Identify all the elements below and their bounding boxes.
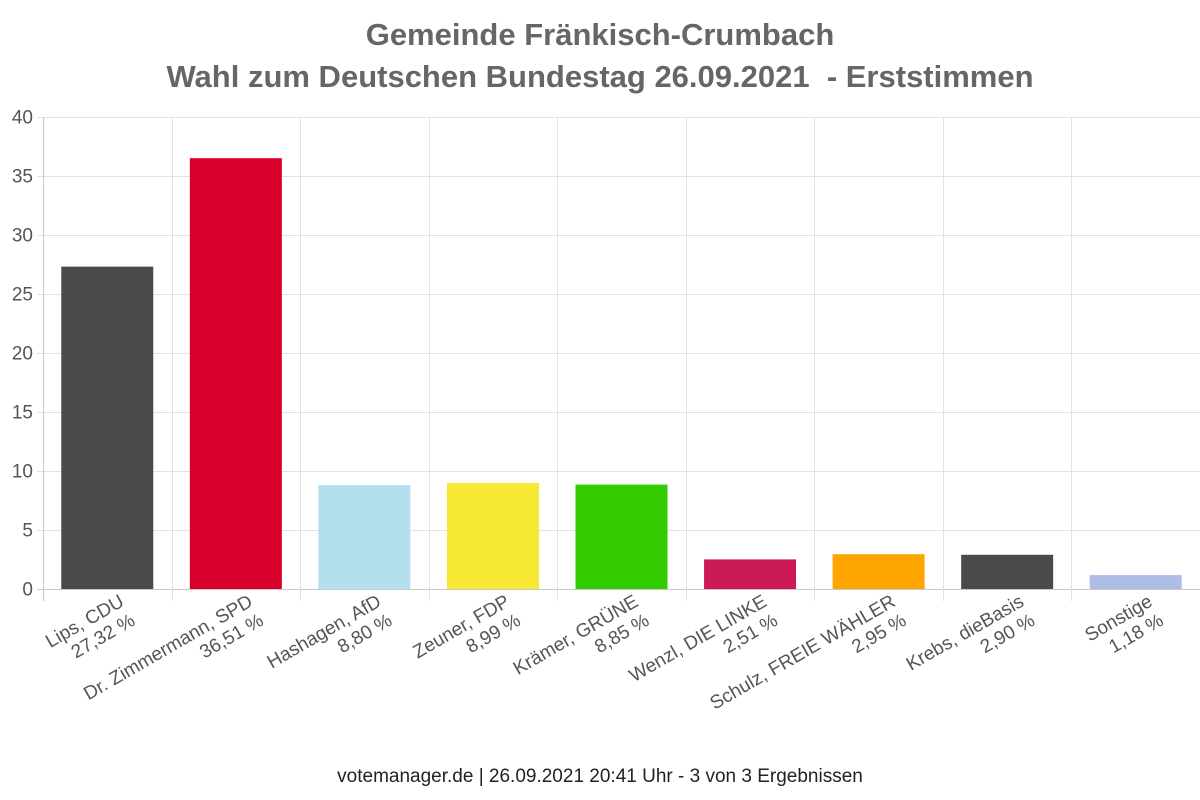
y-tick-label: 15 xyxy=(12,403,33,424)
chart-title-line-1: Gemeinde Fränkisch-Crumbach xyxy=(365,17,835,52)
bar xyxy=(575,484,668,589)
x-tick-label: Lips, CDU27,32 % xyxy=(42,591,139,672)
bar xyxy=(1089,575,1182,589)
bar xyxy=(446,482,539,589)
y-tick-label: 40 xyxy=(12,108,33,129)
chart-footer: votemanager.de | 26.09.2021 20:41 Uhr - … xyxy=(337,766,863,787)
chart-title-line-2: Wahl zum Deutschen Bundestag 26.09.2021 … xyxy=(166,59,1034,94)
y-tick-label: 0 xyxy=(22,580,33,601)
y-tick-label: 25 xyxy=(12,285,33,306)
bar xyxy=(189,158,282,589)
bars xyxy=(61,158,1182,589)
x-tick-label: Krebs, dieBasis2,90 % xyxy=(903,591,1039,694)
x-tick-label: Zeuner, FDP8,99 % xyxy=(410,591,525,682)
bar xyxy=(832,554,925,589)
bar xyxy=(318,485,411,589)
x-tick-label: Sonstige1,18 % xyxy=(1082,591,1168,665)
y-tick-label: 30 xyxy=(12,226,33,247)
x-tick-label: Krämer, GRÜNE8,85 % xyxy=(510,591,653,699)
y-tick-label: 10 xyxy=(12,462,33,483)
chart-title: Gemeinde Fränkisch-Crumbach Wahl zum Deu… xyxy=(0,14,1200,98)
x-tick-label: Hashagen, AfD8,80 % xyxy=(264,591,396,692)
bar xyxy=(961,554,1054,589)
y-tick-label: 20 xyxy=(12,344,33,365)
bar xyxy=(61,266,154,589)
y-tick-label: 5 xyxy=(22,521,33,542)
y-tick-label: 35 xyxy=(12,167,33,188)
axes: 0 5 10 15 20 25 30 35 40 xyxy=(12,108,44,601)
bar xyxy=(704,559,797,589)
category-labels: Lips, CDU27,32 %Dr. Zimmermann, SPD36,51… xyxy=(42,591,1168,714)
